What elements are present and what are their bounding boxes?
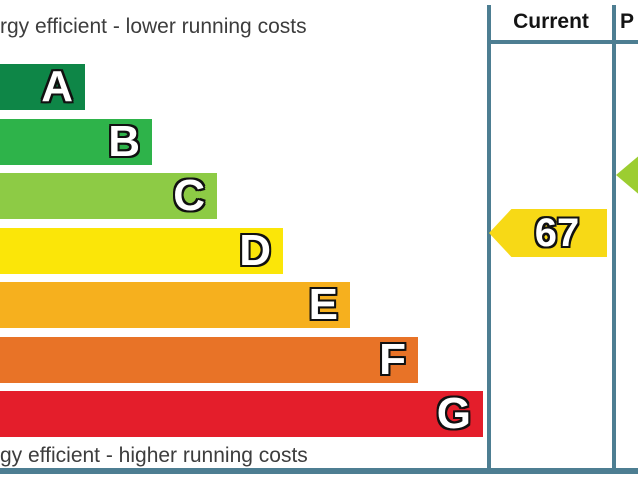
band-letter-d: D xyxy=(239,226,271,275)
band-bar-c: C xyxy=(0,173,217,219)
band-bar-b: B xyxy=(0,119,152,165)
band-letter-a: A xyxy=(41,62,73,111)
band-letter-e: E xyxy=(308,280,338,329)
current-rating-value: 67 xyxy=(534,211,580,255)
current-rating-arrow: 67 xyxy=(489,209,607,257)
band-letter-c: C xyxy=(173,171,205,220)
band-bar-d: D xyxy=(0,228,283,274)
band-letter-g: G xyxy=(436,389,471,438)
current-potential-divider xyxy=(612,5,616,469)
current-column-left-border xyxy=(487,5,491,469)
header-underline xyxy=(487,40,638,44)
potential-column-header: P xyxy=(620,10,635,33)
current-column-header: Current xyxy=(513,10,589,33)
top-caption: rgy efficient - lower running costs xyxy=(0,15,307,38)
band-bar-g: G xyxy=(0,391,483,437)
potential-rating-arrow-clipped xyxy=(616,148,638,202)
band-bar-e: E xyxy=(0,282,350,328)
bottom-border xyxy=(0,468,638,474)
bottom-caption: gy efficient - higher running costs xyxy=(0,444,308,467)
band-bar-a: A xyxy=(0,64,85,110)
band-bar-f: F xyxy=(0,337,418,383)
band-letter-b: B xyxy=(108,117,140,166)
band-letter-f: F xyxy=(379,335,406,384)
